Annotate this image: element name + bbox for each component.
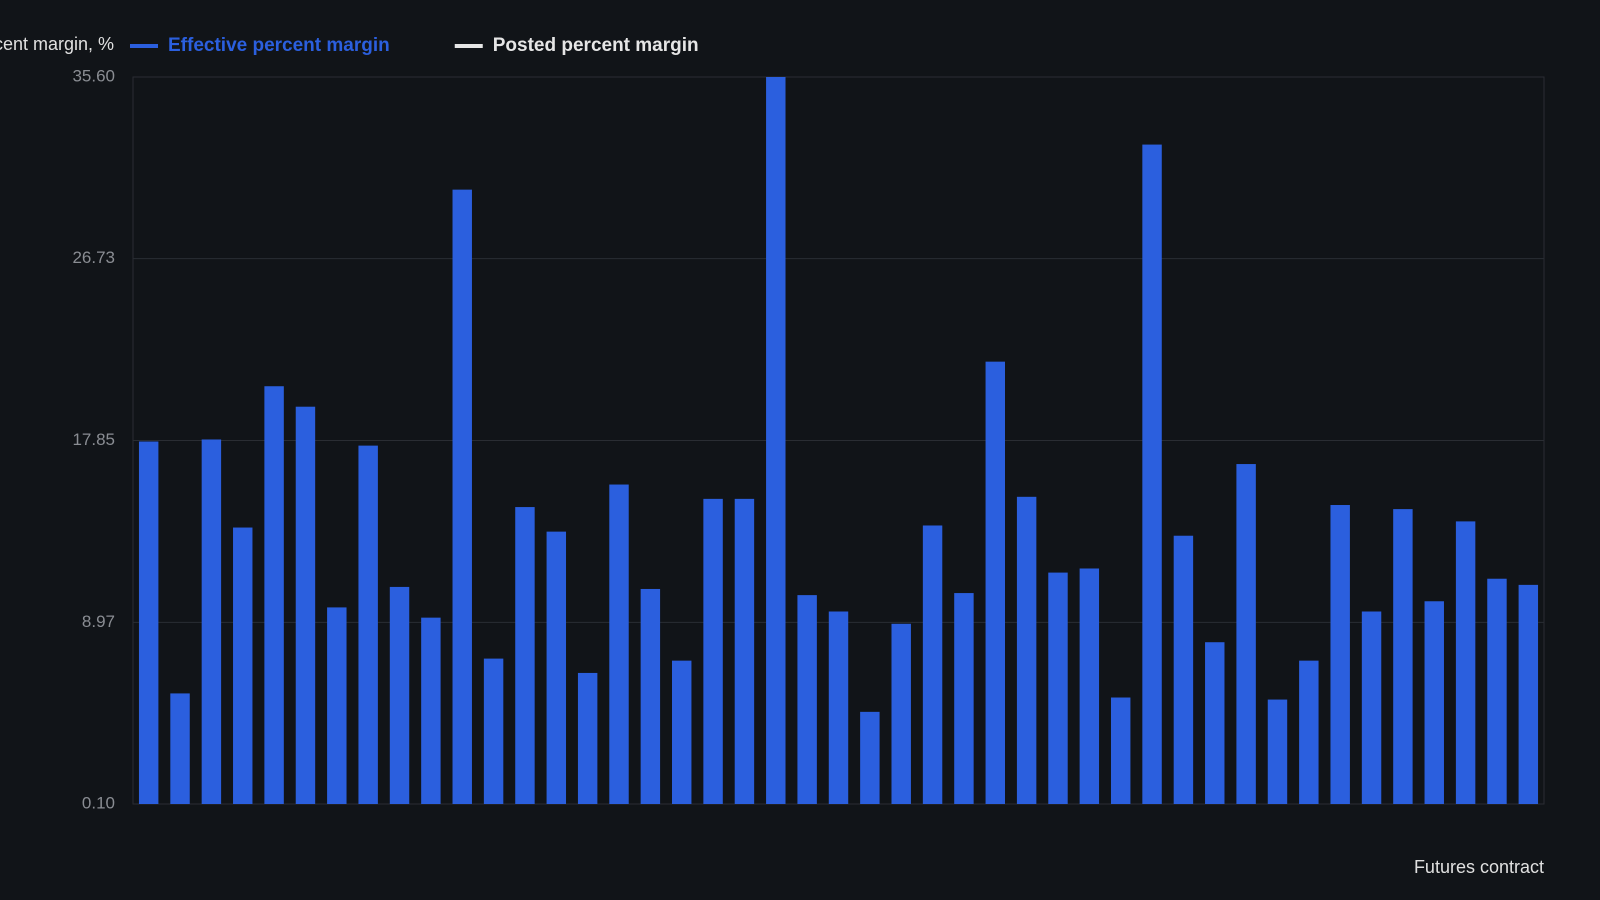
bar: [138, 441, 159, 804]
bar: [1424, 601, 1444, 804]
bar: [483, 658, 504, 804]
bar: [891, 623, 911, 804]
y-axis-label: Percent margin, %: [0, 34, 114, 54]
bar: [797, 595, 817, 804]
bar: [1487, 578, 1507, 804]
y-tick-label: 8.97: [82, 612, 115, 631]
bar: [1518, 584, 1539, 804]
bar: [860, 711, 880, 804]
bar: [1079, 568, 1100, 804]
bar: [1016, 496, 1037, 804]
bar: [1267, 699, 1288, 804]
bar: [1142, 144, 1162, 805]
bar: [609, 484, 629, 804]
bar: [1048, 572, 1068, 804]
bar: [1393, 509, 1413, 804]
legend-text: Posted percent margin: [493, 35, 699, 56]
y-tick-label: 17.85: [72, 430, 115, 449]
bar: [327, 607, 347, 804]
bar: [1299, 660, 1319, 804]
bar: [389, 586, 410, 804]
bar: [1330, 505, 1350, 804]
bar: [922, 525, 943, 804]
bar: [1110, 697, 1131, 804]
y-tick-label: 26.73: [72, 248, 115, 267]
bar: [1455, 521, 1476, 804]
bar: [546, 531, 567, 804]
y-tick-label: 35.60: [72, 66, 115, 85]
bar: [358, 445, 378, 804]
bar: [264, 386, 284, 804]
bar: [1205, 642, 1225, 804]
bar: [421, 617, 441, 804]
bar: [1361, 611, 1382, 804]
bar: [201, 439, 222, 804]
bar: [703, 498, 723, 804]
bar: [828, 611, 849, 804]
bar: [954, 593, 974, 804]
bar: [1236, 464, 1256, 804]
bar: [766, 77, 786, 804]
bar: [985, 361, 1005, 804]
bar: [1173, 535, 1194, 804]
bar: [640, 588, 661, 804]
bar: [577, 672, 598, 804]
bar: [170, 693, 190, 804]
legend-text: Effective percent margin: [168, 35, 390, 56]
bar: [672, 660, 692, 804]
bar: [515, 507, 535, 804]
bar: [452, 189, 472, 805]
bar: [233, 527, 253, 804]
y-tick-label: 0.10: [82, 793, 115, 812]
bar: [734, 498, 755, 804]
x-axis-label: Futures contract: [1414, 857, 1544, 877]
bar: [295, 406, 316, 804]
